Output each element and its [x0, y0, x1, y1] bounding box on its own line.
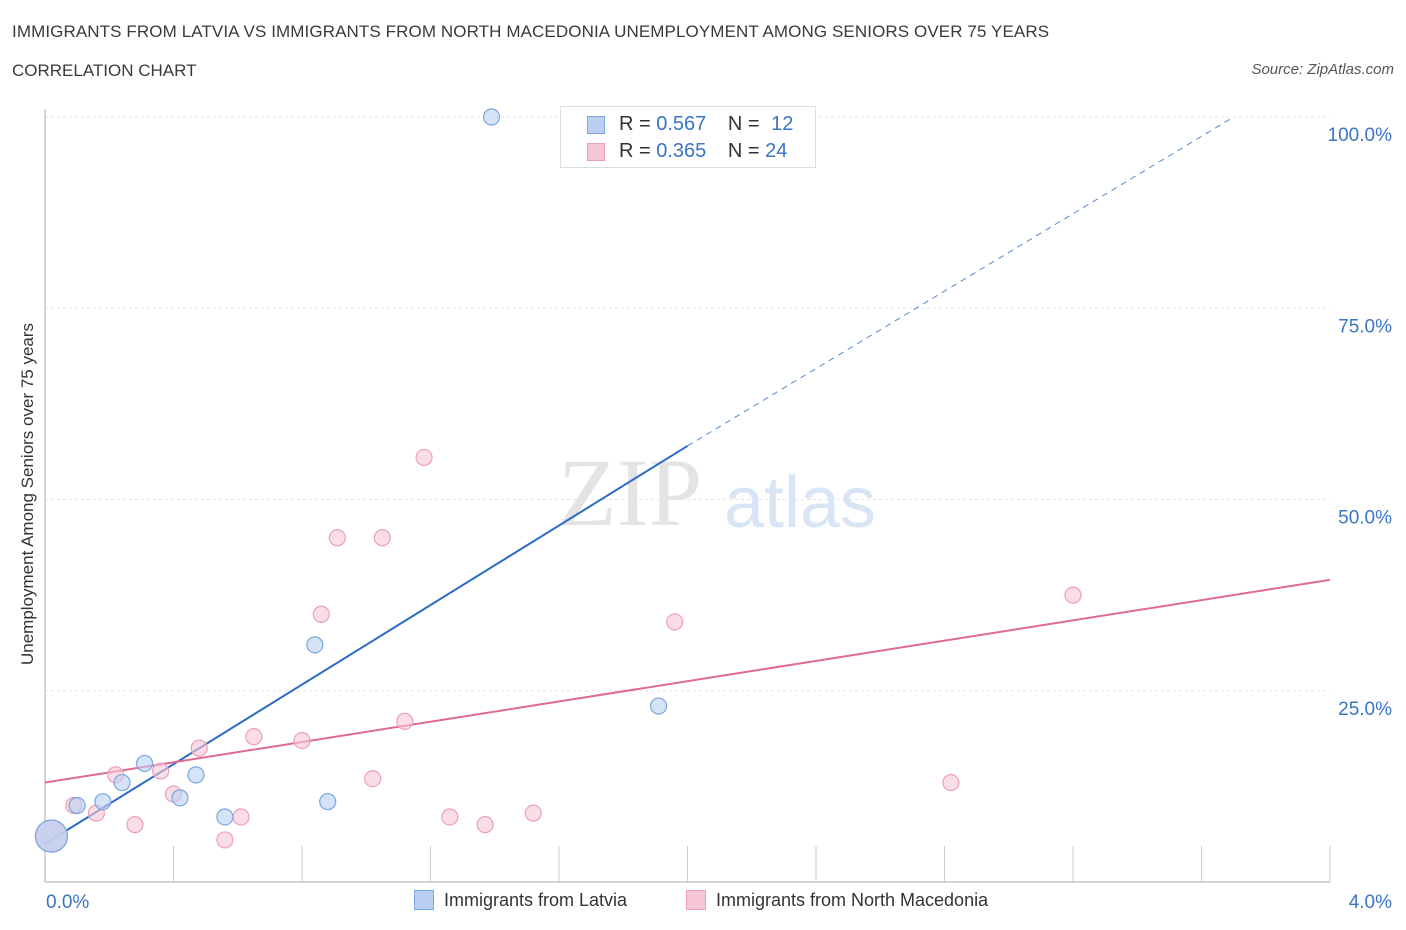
point-1-4: [126, 816, 144, 834]
point-0-6: [187, 766, 205, 784]
point-1-22: [942, 773, 960, 792]
trend-lines: [44, 116, 1331, 845]
x-tick-label-1: 4.0%: [1349, 892, 1392, 913]
point-1-23: [1064, 586, 1082, 604]
point-1-10: [245, 728, 263, 746]
point-1-18: [441, 808, 459, 826]
point-1-19: [476, 816, 494, 834]
point-0-9: [319, 793, 337, 811]
point-1-13: [328, 529, 346, 547]
y-axis-label: Unemployment Among Seniors over 75 years: [18, 322, 37, 666]
y-tick-label-2: 75.0%: [1338, 316, 1392, 337]
n-label: N =: [727, 140, 766, 162]
y-tick-label-0: 25.0%: [1338, 699, 1392, 720]
trend-extension-0: [687, 116, 1234, 447]
grid-lines: [45, 116, 1330, 692]
n-label: N =: [727, 113, 766, 135]
data-points: [34, 108, 1082, 853]
north-macedonia-legend-label: Immigrants from North Macedonia: [716, 890, 989, 910]
tick-labels: 25.0% 50.0% 75.0% 100.0% 0.0% 4.0%: [46, 125, 1392, 913]
r-label: R =: [619, 113, 657, 135]
point-0-7: [216, 808, 234, 826]
watermark-atlas: atlas: [724, 463, 876, 543]
legend-item-north-macedonia[interactable]: Immigrants from North Macedonia: [686, 890, 988, 911]
point-1-21: [666, 613, 684, 631]
point-1-5: [152, 762, 170, 780]
point-1-20: [524, 804, 542, 822]
point-1-15: [373, 529, 391, 547]
point-1-7: [190, 739, 208, 757]
latvia-legend-swatch: [414, 890, 434, 910]
x-tick-label-0: 0.0%: [46, 892, 89, 913]
latvia-legend-label: Immigrants from Latvia: [444, 890, 628, 910]
chart-title: IMMIGRANTS FROM LATVIA VS IMMIGRANTS FRO…: [12, 22, 1050, 41]
source-credit: Source: ZipAtlas.com: [1251, 61, 1394, 78]
trend-line-1: [44, 578, 1331, 784]
y-tick-label-1: 50.0%: [1338, 508, 1392, 529]
north-macedonia-legend-swatch: [686, 890, 706, 910]
point-1-14: [364, 770, 382, 788]
point-0-5: [171, 789, 189, 807]
point-0-0: [34, 819, 69, 853]
point-0-11: [649, 697, 668, 715]
point-0-8: [306, 636, 324, 654]
point-1-8: [216, 831, 234, 849]
point-1-9: [232, 808, 250, 826]
legend-item-latvia[interactable]: Immigrants from Latvia: [414, 890, 627, 911]
point-1-16: [396, 712, 414, 730]
stats-legend: R = 0.567 N = 12 R = 0.365 N = 24: [560, 106, 816, 168]
point-1-17: [415, 448, 433, 467]
watermark: ZIP atlas: [558, 439, 876, 546]
n-value-latvia: 12: [771, 113, 794, 135]
axes: [44, 109, 1331, 883]
trend-line-0: [44, 445, 689, 845]
chart-subtitle: CORRELATION CHART: [12, 61, 197, 80]
r-value-latvia: 0.567: [656, 113, 707, 135]
point-1-11: [293, 731, 311, 750]
watermark-zip: ZIP: [558, 439, 702, 546]
point-0-1: [68, 796, 86, 815]
north-macedonia-swatch: [587, 143, 605, 161]
r-label: R =: [619, 140, 657, 162]
n-value-north-macedonia: 24: [765, 140, 788, 162]
point-1-12: [312, 605, 330, 623]
r-value-north-macedonia: 0.365: [656, 140, 707, 162]
y-tick-label-3: 100.0%: [1328, 125, 1393, 146]
latvia-swatch: [587, 116, 605, 134]
point-0-2: [94, 793, 112, 811]
point-0-4: [135, 754, 154, 773]
point-0-10: [482, 108, 501, 126]
point-0-3: [113, 773, 131, 792]
